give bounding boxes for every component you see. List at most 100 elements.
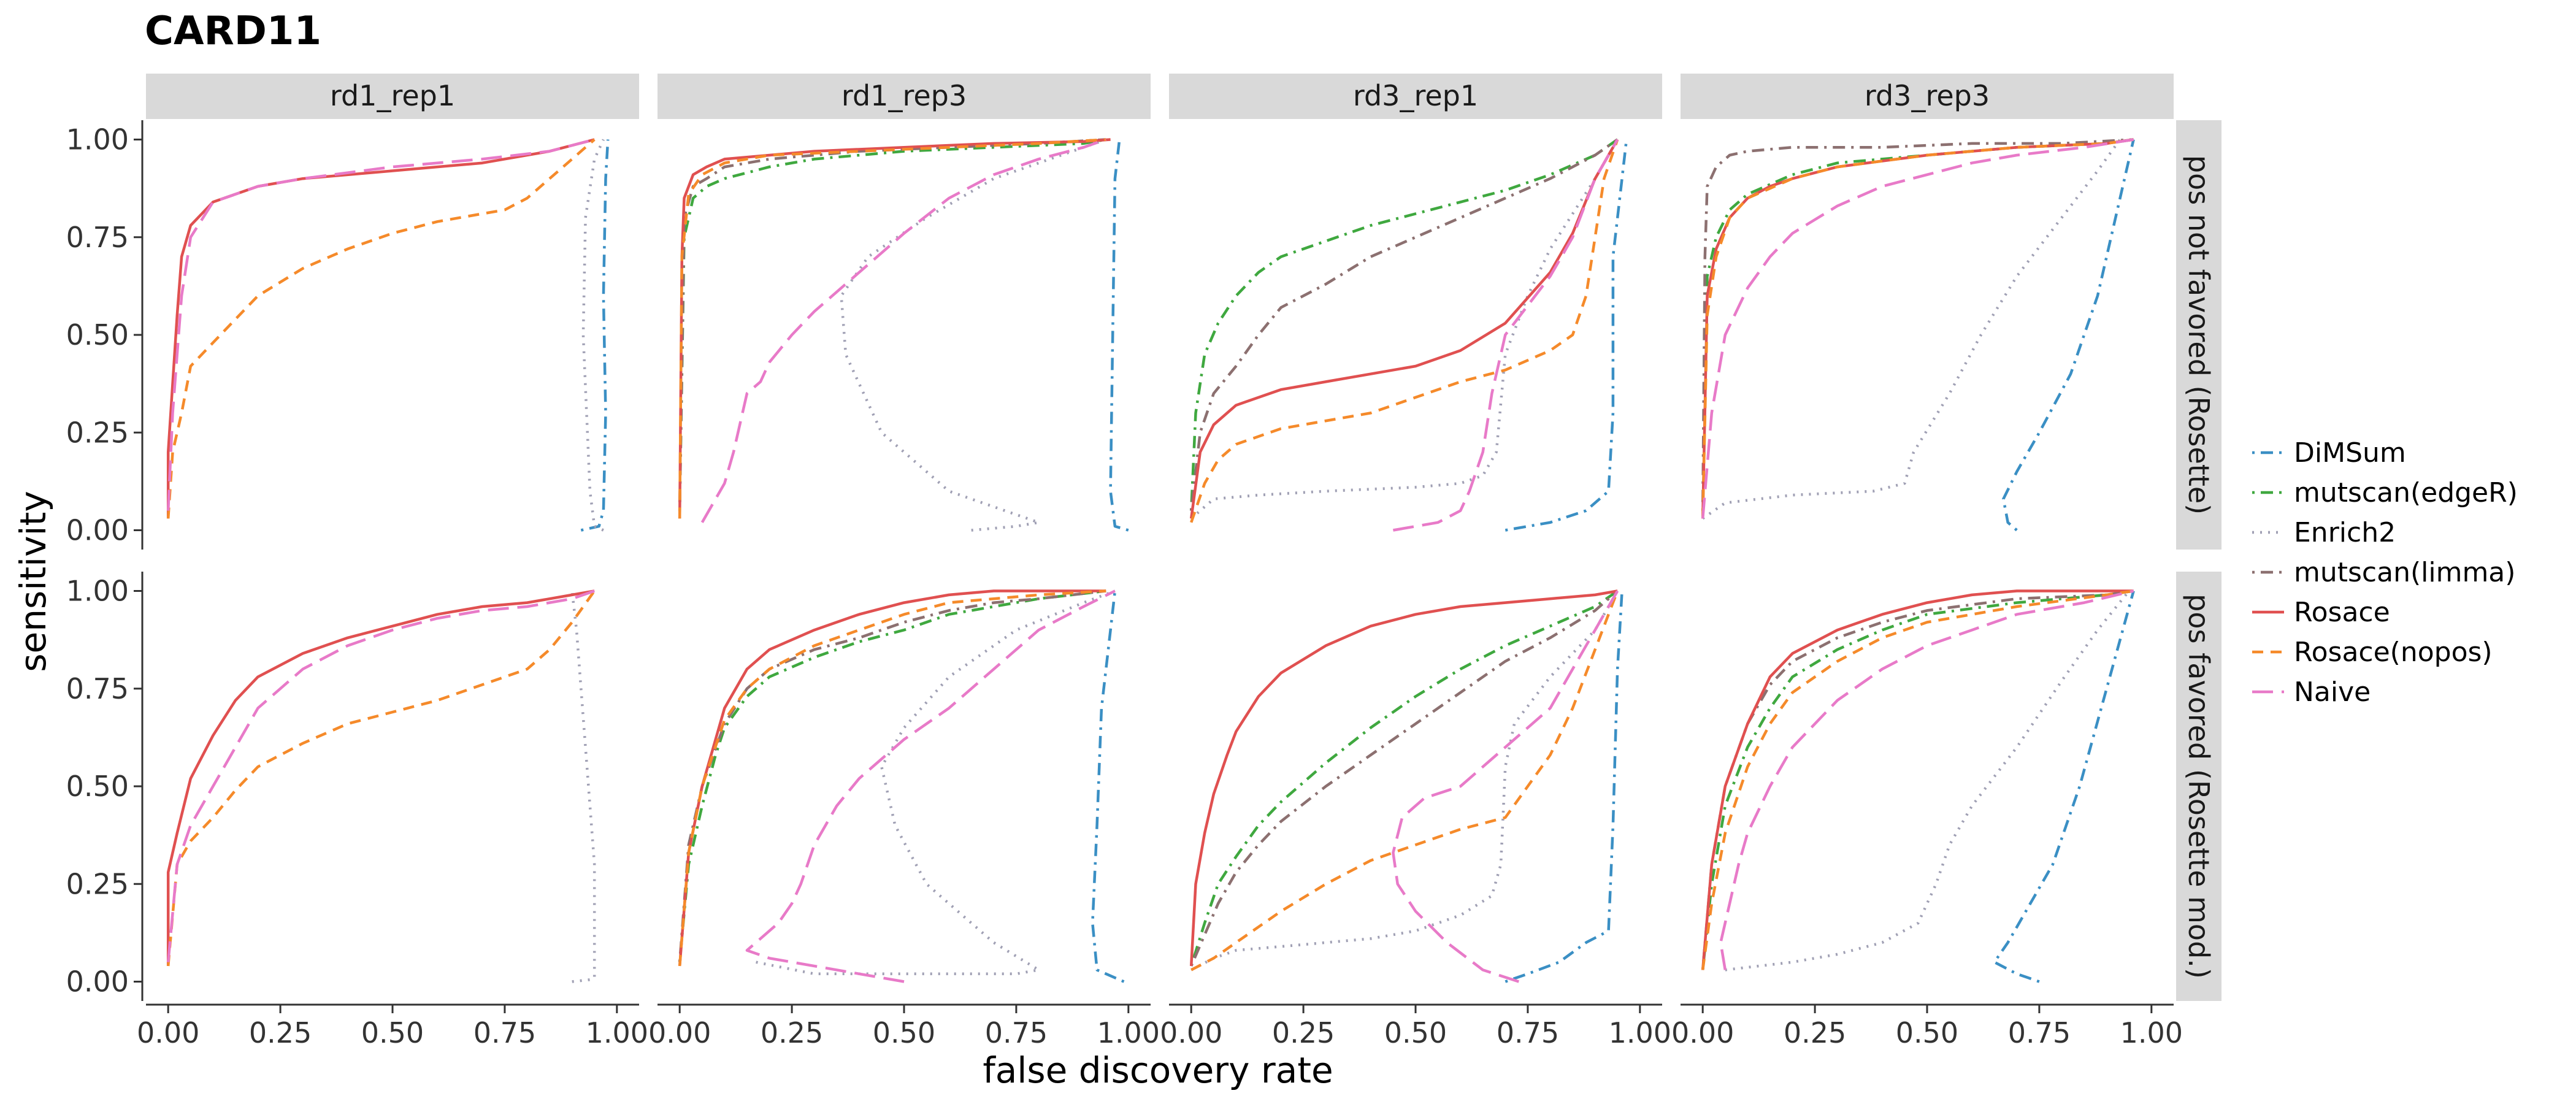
series-line-rosace-nopos- xyxy=(166,138,596,519)
series-line-rosace xyxy=(1701,138,2134,519)
x-tick-label: 0.00 xyxy=(137,1016,199,1049)
x-tick-label: 1.00 xyxy=(1097,1016,1160,1049)
series-line-enrich2 xyxy=(1725,590,2130,972)
column-strip-bg xyxy=(1169,74,1662,119)
series-line-rosace-nopos- xyxy=(1190,590,1619,972)
x-tick-label: 0.00 xyxy=(648,1016,711,1049)
series-line-mutscan-edger- xyxy=(678,589,1106,962)
column-strip-label: rd1_rep1 xyxy=(330,79,455,112)
column-strip-label: rd3_rep1 xyxy=(1353,79,1478,112)
series-line-rosace-nopos- xyxy=(678,138,1106,519)
x-tick-label: 1.00 xyxy=(1609,1016,1671,1049)
y-tick-label: 0.25 xyxy=(66,416,129,449)
y-tick-label: 0.50 xyxy=(66,770,129,803)
series-line-rosace xyxy=(678,589,1106,967)
series-line-dimsum xyxy=(1109,139,1129,532)
series-line-dimsum xyxy=(1505,139,1628,532)
row-strip-label: pos not favored (Rosette) xyxy=(2182,155,2215,515)
y-tick-label: 0.00 xyxy=(66,965,129,999)
x-tick-label: 0.25 xyxy=(1784,1016,1846,1049)
panel-1-2 xyxy=(1189,589,1623,983)
series-line-enrich2 xyxy=(840,138,1106,532)
series-line-mutscan-limma- xyxy=(678,589,1106,962)
series-line-dimsum xyxy=(1993,590,2135,983)
series-line-rosace-nopos- xyxy=(1701,138,2134,519)
series-line-enrich2 xyxy=(581,139,605,532)
series-line-mutscan-edger- xyxy=(1190,589,1619,967)
series-line-enrich2 xyxy=(1190,590,1619,972)
panel-0-1 xyxy=(678,138,1129,532)
series-line-naive xyxy=(700,138,1106,523)
series-line-mutscan-limma- xyxy=(678,138,1106,511)
y-axis-title: sensitivity xyxy=(12,491,54,672)
column-strips: rd1_rep1 rd1_rep3 rd3_rep1 rd3_rep3 xyxy=(146,74,2174,119)
series-line-naive xyxy=(1719,589,2134,970)
legend-label: Enrich2 xyxy=(2294,517,2396,548)
series-line-rosace xyxy=(1701,589,2134,970)
x-tick-label: 0.00 xyxy=(1160,1016,1222,1049)
series-line-dimsum xyxy=(1505,591,1623,983)
y-tick-label: 0.75 xyxy=(66,221,129,254)
series-line-mutscan-edger- xyxy=(1701,138,2134,511)
column-strip-label: rd3_rep3 xyxy=(1865,79,1990,112)
x-tick-label: 0.00 xyxy=(1671,1016,1734,1049)
column-strip-bg xyxy=(1681,74,2174,119)
y-tick-label: 0.25 xyxy=(66,867,129,900)
chart-panels xyxy=(166,138,2135,983)
series-line-mutscan-limma- xyxy=(1189,138,1619,511)
x-tick-label: 0.75 xyxy=(2008,1016,2071,1049)
legend-label: Naive xyxy=(2294,677,2371,708)
x-tick-label: 0.75 xyxy=(473,1016,536,1049)
legend-label: mutscan(limma) xyxy=(2294,557,2515,588)
x-tick-label: 0.25 xyxy=(761,1016,823,1049)
y-tick-label: 1.00 xyxy=(66,123,129,156)
series-line-rosace-nopos- xyxy=(678,589,1106,967)
series-line-dimsum xyxy=(1091,591,1125,983)
series-line-naive xyxy=(166,138,595,511)
chart-title: CARD11 xyxy=(145,9,321,54)
series-line-rosace xyxy=(678,138,1111,519)
column-strip-label: rd1_rep3 xyxy=(841,79,967,112)
series-line-enrich2 xyxy=(756,589,1116,976)
y-tick-label: 1.00 xyxy=(66,575,129,608)
legend: DiMSum mutscan(edgeR) Enrich2 mutscan(limma… xyxy=(2252,437,2518,708)
series-line-naive xyxy=(1393,139,1619,532)
series-line-mutscan-limma- xyxy=(1701,138,2134,511)
x-tick-label: 1.00 xyxy=(586,1016,648,1049)
legend-label: Rosace xyxy=(2294,597,2390,628)
x-tick-label: 0.50 xyxy=(873,1016,935,1049)
series-line-dimsum xyxy=(580,139,610,532)
series-line-naive xyxy=(166,589,595,962)
series-line-naive xyxy=(1701,138,2134,519)
x-tick-label: 0.25 xyxy=(1272,1016,1335,1049)
y-tick-label: 0.50 xyxy=(66,318,129,351)
row-strip-label: pos favored (Rosette mod.) xyxy=(2182,594,2215,979)
chart-axes: 0.000.250.500.751.000.000.250.500.751.00… xyxy=(66,120,2183,1049)
series-line-dimsum xyxy=(2002,139,2135,532)
series-line-mutscan-edger- xyxy=(678,138,1106,511)
panel-0-2 xyxy=(1189,138,1628,532)
series-line-rosace xyxy=(1189,139,1619,519)
series-line-rosace-nopos- xyxy=(1701,589,2134,970)
panel-1-1 xyxy=(678,589,1125,983)
series-line-rosace xyxy=(166,589,595,966)
series-line-naive xyxy=(745,589,1116,983)
panel-1-3 xyxy=(1701,589,2135,983)
x-tick-label: 0.50 xyxy=(1384,1016,1447,1049)
panel-1-0 xyxy=(166,589,596,983)
row-strips: pos not favored (Rosette) pos favored (Ro… xyxy=(2176,120,2221,1001)
x-tick-label: 0.50 xyxy=(361,1016,424,1049)
x-tick-label: 0.25 xyxy=(249,1016,312,1049)
series-line-enrich2 xyxy=(570,591,596,983)
y-tick-label: 0.00 xyxy=(66,514,129,547)
series-line-mutscan-limma- xyxy=(1190,589,1619,967)
panel-0-0 xyxy=(166,138,610,532)
legend-label: mutscan(edgeR) xyxy=(2294,477,2518,508)
series-line-naive xyxy=(1392,590,1619,983)
x-tick-label: 0.75 xyxy=(985,1016,1048,1049)
panel-0-3 xyxy=(1701,138,2135,532)
series-line-rosace-nopos- xyxy=(166,590,596,967)
row-strip-bg xyxy=(2176,572,2221,1001)
series-line-rosace-nopos- xyxy=(1190,139,1619,523)
